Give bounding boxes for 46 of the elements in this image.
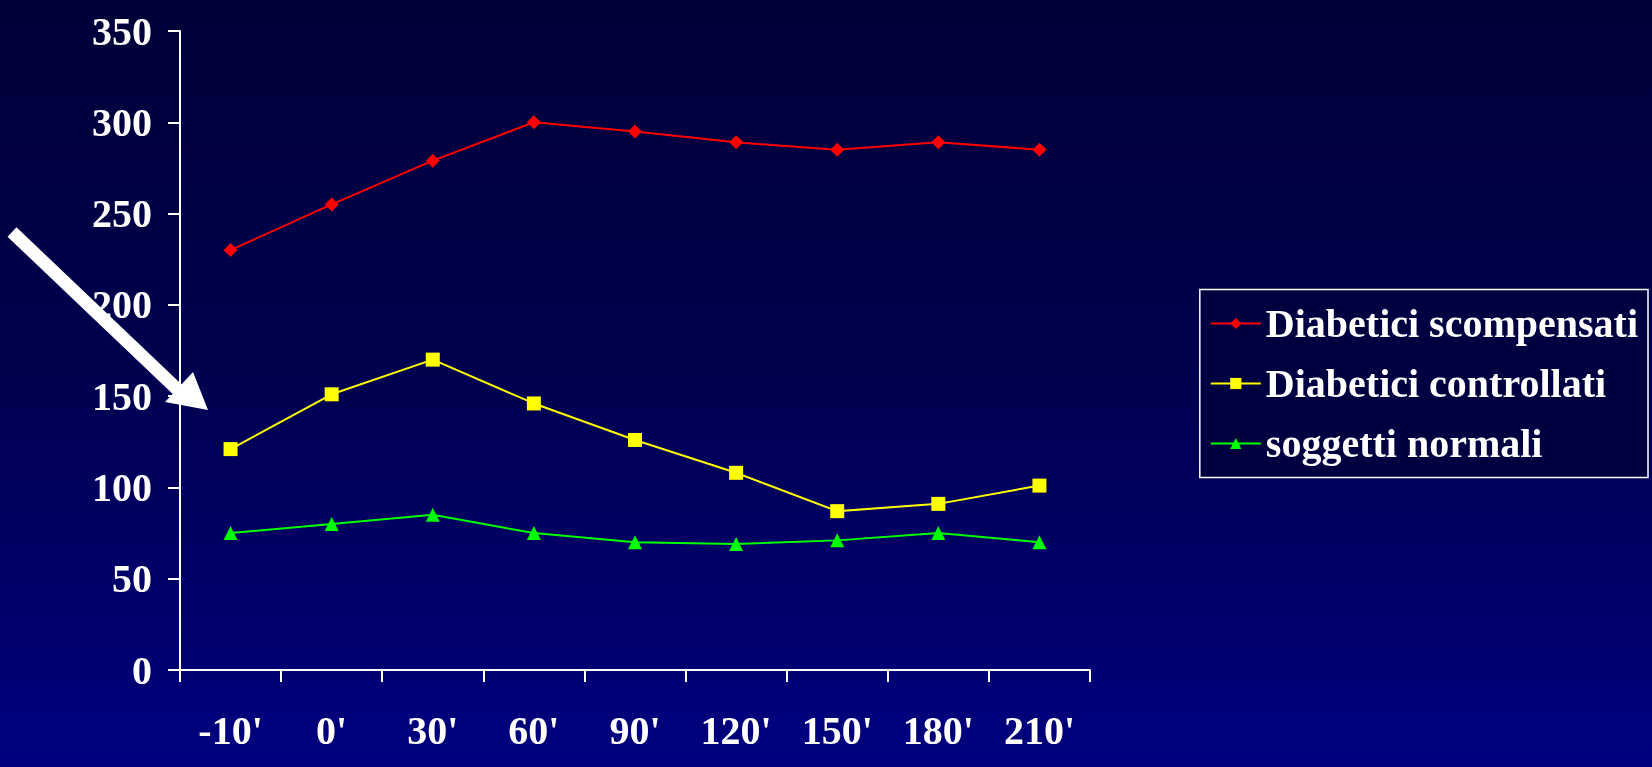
point xyxy=(830,142,845,157)
point xyxy=(425,352,440,367)
x-tick-label: 180' xyxy=(902,707,974,753)
point xyxy=(729,465,744,480)
legend-label: Diabetici scompensati xyxy=(1265,301,1638,346)
point xyxy=(628,535,642,550)
point xyxy=(425,153,440,168)
point xyxy=(1032,478,1047,493)
point xyxy=(324,387,339,402)
point xyxy=(526,526,541,541)
x-tick-label: 0' xyxy=(316,707,348,753)
point xyxy=(1032,142,1047,157)
point xyxy=(628,124,642,139)
y-tick-label: 350 xyxy=(92,8,152,54)
y-tick-label: 250 xyxy=(92,191,152,237)
x-tick-label: -10' xyxy=(198,707,263,753)
point xyxy=(830,504,845,519)
point xyxy=(223,526,238,541)
x-tick-label: 90' xyxy=(609,707,661,753)
x-tick-label: 210' xyxy=(1003,707,1076,753)
point xyxy=(931,496,946,511)
point xyxy=(628,432,642,447)
point xyxy=(729,537,744,552)
x-tick-label: 30' xyxy=(407,707,459,753)
x-tick-label: 150' xyxy=(801,707,873,753)
point xyxy=(931,135,946,150)
point xyxy=(729,135,744,150)
legend-label: soggetti normali xyxy=(1265,421,1543,466)
y-tick-label: 300 xyxy=(92,99,152,145)
point xyxy=(830,533,845,548)
x-tick-label: 120' xyxy=(700,707,772,753)
point xyxy=(931,526,946,541)
point xyxy=(526,115,541,130)
point xyxy=(425,507,440,522)
point xyxy=(324,197,339,212)
point xyxy=(526,396,541,411)
y-tick-label: 0 xyxy=(132,647,152,693)
y-tick-label: 100 xyxy=(92,464,152,510)
legend-label: Diabetici controllati xyxy=(1265,361,1607,406)
x-tick-label: 60' xyxy=(508,707,560,753)
point xyxy=(223,243,238,258)
y-tick-label: 50 xyxy=(112,556,152,602)
point xyxy=(223,442,238,457)
y-tick-label: 150 xyxy=(92,373,152,419)
point xyxy=(324,516,339,531)
point xyxy=(1032,535,1047,550)
